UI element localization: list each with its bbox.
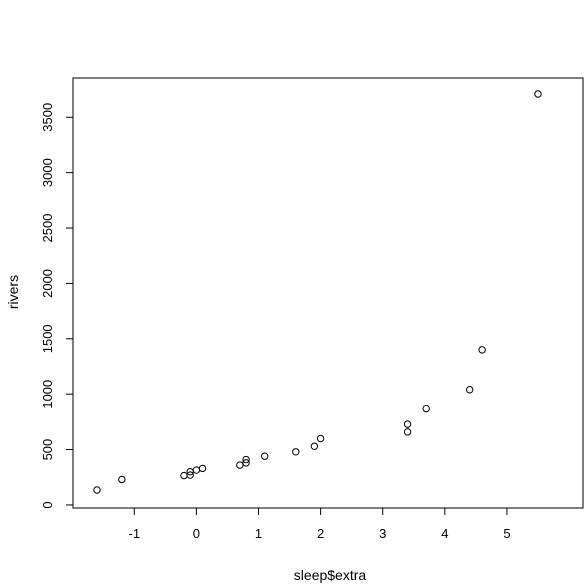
data-point bbox=[198, 464, 207, 473]
x-axis-label: sleep$extra bbox=[294, 567, 367, 583]
data-point bbox=[422, 404, 430, 413]
y-tick-label: 2500 bbox=[40, 214, 55, 243]
data-point bbox=[310, 442, 319, 450]
x-tick-label: 1 bbox=[255, 526, 262, 541]
x-tick-label: 3 bbox=[379, 526, 386, 541]
y-tick-label: 3500 bbox=[40, 103, 55, 132]
data-point bbox=[93, 486, 101, 494]
y-axis: 0 500 1000 1500 2000 2500 3000 3500 bbox=[40, 103, 74, 509]
data-point bbox=[261, 452, 269, 460]
data-point bbox=[192, 466, 201, 474]
x-tick-label: 0 bbox=[193, 526, 200, 541]
y-tick-label: 1500 bbox=[40, 324, 55, 353]
y-tick-label: 3000 bbox=[40, 158, 55, 187]
data-point bbox=[242, 459, 250, 467]
y-tick-label: 0 bbox=[40, 501, 55, 508]
y-tick-label: 2000 bbox=[40, 269, 55, 298]
data-point bbox=[242, 455, 250, 464]
data-point bbox=[118, 475, 126, 484]
data-points bbox=[93, 90, 542, 494]
x-tick-label: 2 bbox=[317, 526, 324, 541]
data-point bbox=[534, 90, 542, 98]
plot-frame bbox=[72, 77, 584, 509]
data-point bbox=[292, 448, 300, 456]
y-tick-label: 1000 bbox=[40, 380, 55, 409]
data-point bbox=[236, 461, 244, 469]
x-axis: -1 0 1 2 3 4 5 bbox=[128, 507, 511, 541]
x-tick-label: 4 bbox=[441, 526, 448, 541]
data-point bbox=[186, 471, 194, 479]
x-tick-label: 5 bbox=[503, 526, 510, 541]
data-point bbox=[403, 428, 412, 436]
data-point bbox=[180, 471, 188, 480]
data-point bbox=[316, 434, 325, 443]
y-axis-label: rivers bbox=[5, 275, 21, 309]
data-point bbox=[465, 386, 474, 394]
data-point bbox=[478, 346, 486, 354]
x-tick-label: -1 bbox=[128, 526, 140, 541]
data-point bbox=[403, 420, 412, 428]
y-tick-label: 500 bbox=[40, 439, 55, 461]
